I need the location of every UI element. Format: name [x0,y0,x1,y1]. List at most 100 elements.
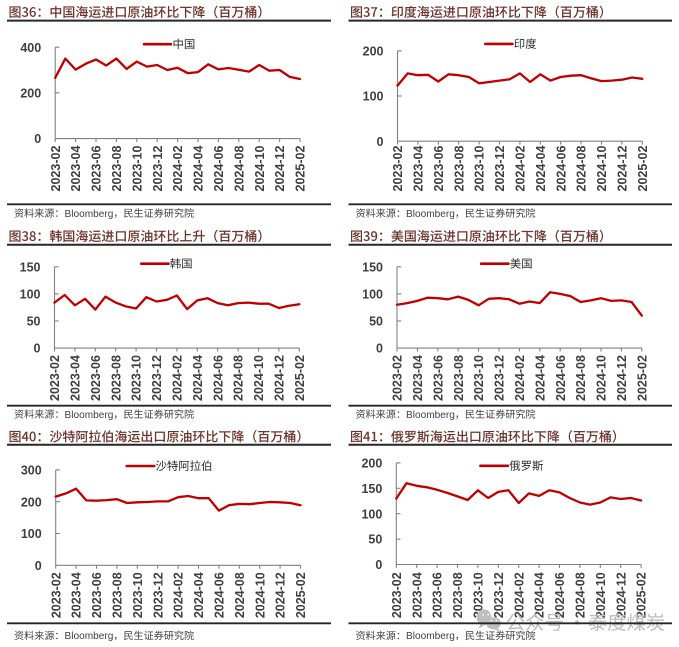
svg-text:2024-08: 2024-08 [232,355,246,401]
svg-text:0: 0 [34,132,41,146]
svg-text:2024-08: 2024-08 [575,146,589,192]
svg-text:2024-12: 2024-12 [614,572,628,618]
svg-text:100: 100 [21,527,42,541]
svg-text:200: 200 [21,495,42,509]
svg-text:150: 150 [362,260,383,274]
svg-text:2023-12: 2023-12 [492,572,506,618]
svg-text:2025-02: 2025-02 [293,355,307,401]
svg-text:2023-02: 2023-02 [48,355,62,401]
svg-text:2023-06: 2023-06 [431,355,445,401]
svg-text:100: 100 [363,90,384,104]
svg-text:2023-02: 2023-02 [391,146,405,192]
svg-text:2023-12: 2023-12 [150,355,164,401]
svg-text:2023-08: 2023-08 [110,146,124,192]
svg-text:200: 200 [361,457,382,471]
svg-text:2024-04: 2024-04 [192,572,206,618]
svg-text:2024-04: 2024-04 [192,146,206,192]
svg-text:2023-04: 2023-04 [410,572,424,618]
svg-text:2024-10: 2024-10 [594,572,608,618]
svg-text:2023-08: 2023-08 [452,355,466,401]
svg-text:2024-12: 2024-12 [615,355,629,401]
svg-text:2024-06: 2024-06 [211,355,225,401]
svg-text:2023-04: 2023-04 [69,146,83,192]
svg-text:2024-08: 2024-08 [233,572,247,618]
svg-text:150: 150 [361,482,382,496]
svg-text:50: 50 [27,315,41,329]
svg-text:Bloomberg: Bloomberg [65,209,114,220]
svg-text:0: 0 [376,342,383,356]
svg-text:2023-10: 2023-10 [472,355,486,401]
svg-text:2024-10: 2024-10 [595,355,609,401]
svg-text:2023-08: 2023-08 [452,146,466,192]
svg-text:0: 0 [377,135,384,149]
svg-text:2024-02: 2024-02 [171,355,185,401]
svg-text:100: 100 [361,507,382,521]
svg-text:2024-06: 2024-06 [554,355,568,401]
svg-text:2023-12: 2023-12 [151,572,165,618]
svg-text:2023-06: 2023-06 [432,146,446,192]
svg-text:2024-06: 2024-06 [554,146,568,192]
svg-text:Bloomberg: Bloomberg [406,410,455,421]
svg-text:2024-04: 2024-04 [533,572,547,618]
svg-text:2024-10: 2024-10 [253,572,267,618]
svg-text:2024-02: 2024-02 [514,146,528,192]
svg-text:2024-04: 2024-04 [533,355,547,401]
svg-text:2024-10: 2024-10 [595,146,609,192]
svg-text:50: 50 [368,533,382,547]
svg-text:0: 0 [375,558,382,572]
svg-text:300: 300 [21,464,42,478]
svg-text:2023-06: 2023-06 [431,572,445,618]
svg-text:2023-06: 2023-06 [90,146,104,192]
svg-text:2024-04: 2024-04 [191,355,205,401]
svg-text:2023-04: 2023-04 [411,355,425,401]
svg-text:2024-08: 2024-08 [574,572,588,618]
svg-text:2024-06: 2024-06 [213,572,227,618]
svg-text:2023-06: 2023-06 [90,572,104,618]
svg-text:2023-10: 2023-10 [131,572,145,618]
svg-text:0: 0 [34,342,41,356]
svg-text:Bloomberg: Bloomberg [65,410,114,421]
svg-text:2024-12: 2024-12 [616,146,630,192]
svg-text:2023-02: 2023-02 [49,146,63,192]
svg-text:2023-04: 2023-04 [70,572,84,618]
svg-text:2023-02: 2023-02 [391,355,405,401]
svg-text:Bloomberg: Bloomberg [406,631,455,642]
svg-text:2024-02: 2024-02 [513,355,527,401]
svg-text:2025-02: 2025-02 [294,572,308,618]
svg-text:2024-08: 2024-08 [574,355,588,401]
svg-text:2025-02: 2025-02 [635,355,649,401]
svg-text:2023-08: 2023-08 [109,355,123,401]
svg-text:2025-02: 2025-02 [636,146,650,192]
svg-text:2023-12: 2023-12 [493,355,507,401]
svg-text:2025-02: 2025-02 [635,572,649,618]
svg-text:2023-12: 2023-12 [493,146,507,192]
svg-text:100: 100 [362,288,383,302]
svg-text:2024-02: 2024-02 [171,146,185,192]
svg-text:2024-12: 2024-12 [273,146,287,192]
svg-text:2023-02: 2023-02 [49,572,63,618]
svg-text:2023-04: 2023-04 [412,146,426,192]
svg-text:2025-02: 2025-02 [294,146,308,192]
svg-text:2023-08: 2023-08 [451,572,465,618]
svg-text:2024-06: 2024-06 [553,572,567,618]
svg-text:100: 100 [20,288,41,302]
svg-text:2023-10: 2023-10 [473,146,487,192]
svg-text:0: 0 [35,559,42,573]
svg-text:2024-10: 2024-10 [252,355,266,401]
svg-text:2023-02: 2023-02 [390,572,404,618]
svg-text:2024-12: 2024-12 [273,355,287,401]
svg-text:2024-12: 2024-12 [274,572,288,618]
svg-text:2024-04: 2024-04 [534,146,548,192]
svg-text:2023-06: 2023-06 [89,355,103,401]
svg-text:Bloomberg: Bloomberg [406,209,455,220]
svg-text:2023-08: 2023-08 [111,572,125,618]
svg-text:2024-10: 2024-10 [253,146,267,192]
svg-text:2023-10: 2023-10 [130,355,144,401]
svg-text:2023-10: 2023-10 [130,146,144,192]
svg-text:2024-08: 2024-08 [232,146,246,192]
svg-text:2023-10: 2023-10 [472,572,486,618]
svg-text:2023-04: 2023-04 [69,355,83,401]
svg-text:2024-02: 2024-02 [172,572,186,618]
svg-text:200: 200 [20,87,41,101]
svg-text:2024-06: 2024-06 [212,146,226,192]
